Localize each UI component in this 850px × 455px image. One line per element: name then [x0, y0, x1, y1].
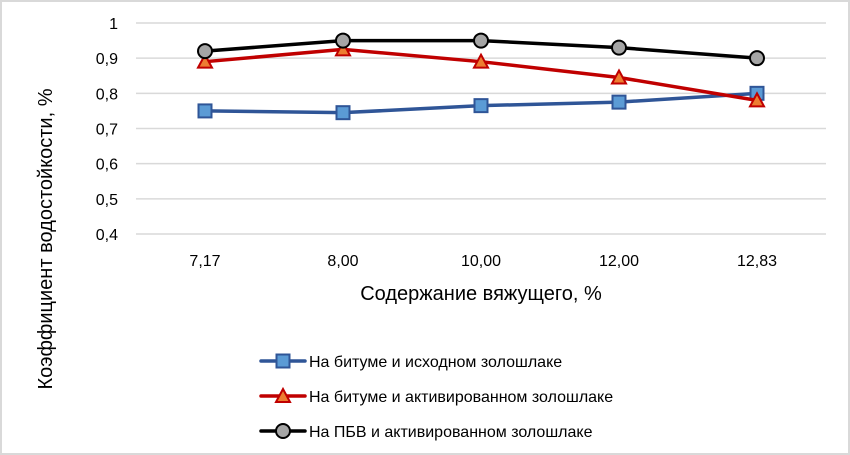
triangle-marker-icon [196, 52, 214, 69]
y-axis-title: Коэффициент водостойкости, % [35, 88, 57, 389]
circle-marker-icon [749, 50, 765, 67]
x-tick-label: 8,00 [327, 253, 358, 270]
triangle-marker-icon [472, 52, 490, 69]
square-marker-icon [275, 353, 291, 369]
legend-label: На ПБВ и активированном золошлаке [309, 424, 593, 441]
triangle-marker-icon [334, 40, 352, 57]
circle-marker-icon [197, 43, 213, 60]
square-marker-icon [473, 98, 489, 114]
y-tick-label: 0,7 [96, 122, 118, 139]
square-marker-icon [611, 94, 627, 110]
square-marker-icon [335, 105, 351, 121]
legend-item: На битуме и исходном золошлаке [259, 353, 562, 371]
triangle-marker-icon [748, 91, 766, 108]
x-axis-tick-labels: 7,17 8,00 10,00 12,00 12,83 [189, 253, 777, 270]
triangle-marker-icon [274, 386, 292, 403]
triangle-marker-icon [610, 68, 628, 85]
circle-marker-icon [275, 423, 291, 439]
series-1 [197, 85, 765, 121]
circle-marker-icon [473, 32, 489, 49]
x-tick-label: 12,00 [599, 253, 639, 270]
circle-marker-icon [611, 39, 627, 56]
x-axis-title: Содержание вяжущего, % [360, 283, 602, 305]
series-2 [196, 40, 766, 108]
data-series [196, 32, 766, 121]
x-tick-label: 10,00 [461, 253, 501, 270]
y-tick-label: 1 [109, 16, 118, 33]
series-3 [197, 32, 765, 67]
y-tick-label: 0,9 [96, 51, 118, 68]
legend-item: На битуме и активированном золошлаке [259, 386, 613, 406]
y-tick-label: 0,8 [96, 86, 118, 103]
legend-label: На битуме и исходном золошлаке [309, 354, 562, 371]
legend-item: На ПБВ и активированном золошлаке [259, 423, 593, 441]
legend-label: На битуме и активированном золошлаке [309, 389, 613, 406]
x-tick-label: 7,17 [189, 253, 220, 270]
y-tick-label: 0,6 [96, 157, 118, 174]
y-axis-tick-labels: 0,4 0,5 0,6 0,7 0,8 0,9 1 [96, 16, 118, 244]
square-marker-icon [197, 103, 213, 119]
y-tick-label: 0,4 [96, 227, 118, 244]
x-tick-label: 12,83 [737, 253, 777, 270]
y-tick-label: 0,5 [96, 192, 118, 209]
circle-marker-icon [335, 32, 351, 49]
legend: На битуме и исходном золошлаке На битуме … [259, 353, 613, 441]
